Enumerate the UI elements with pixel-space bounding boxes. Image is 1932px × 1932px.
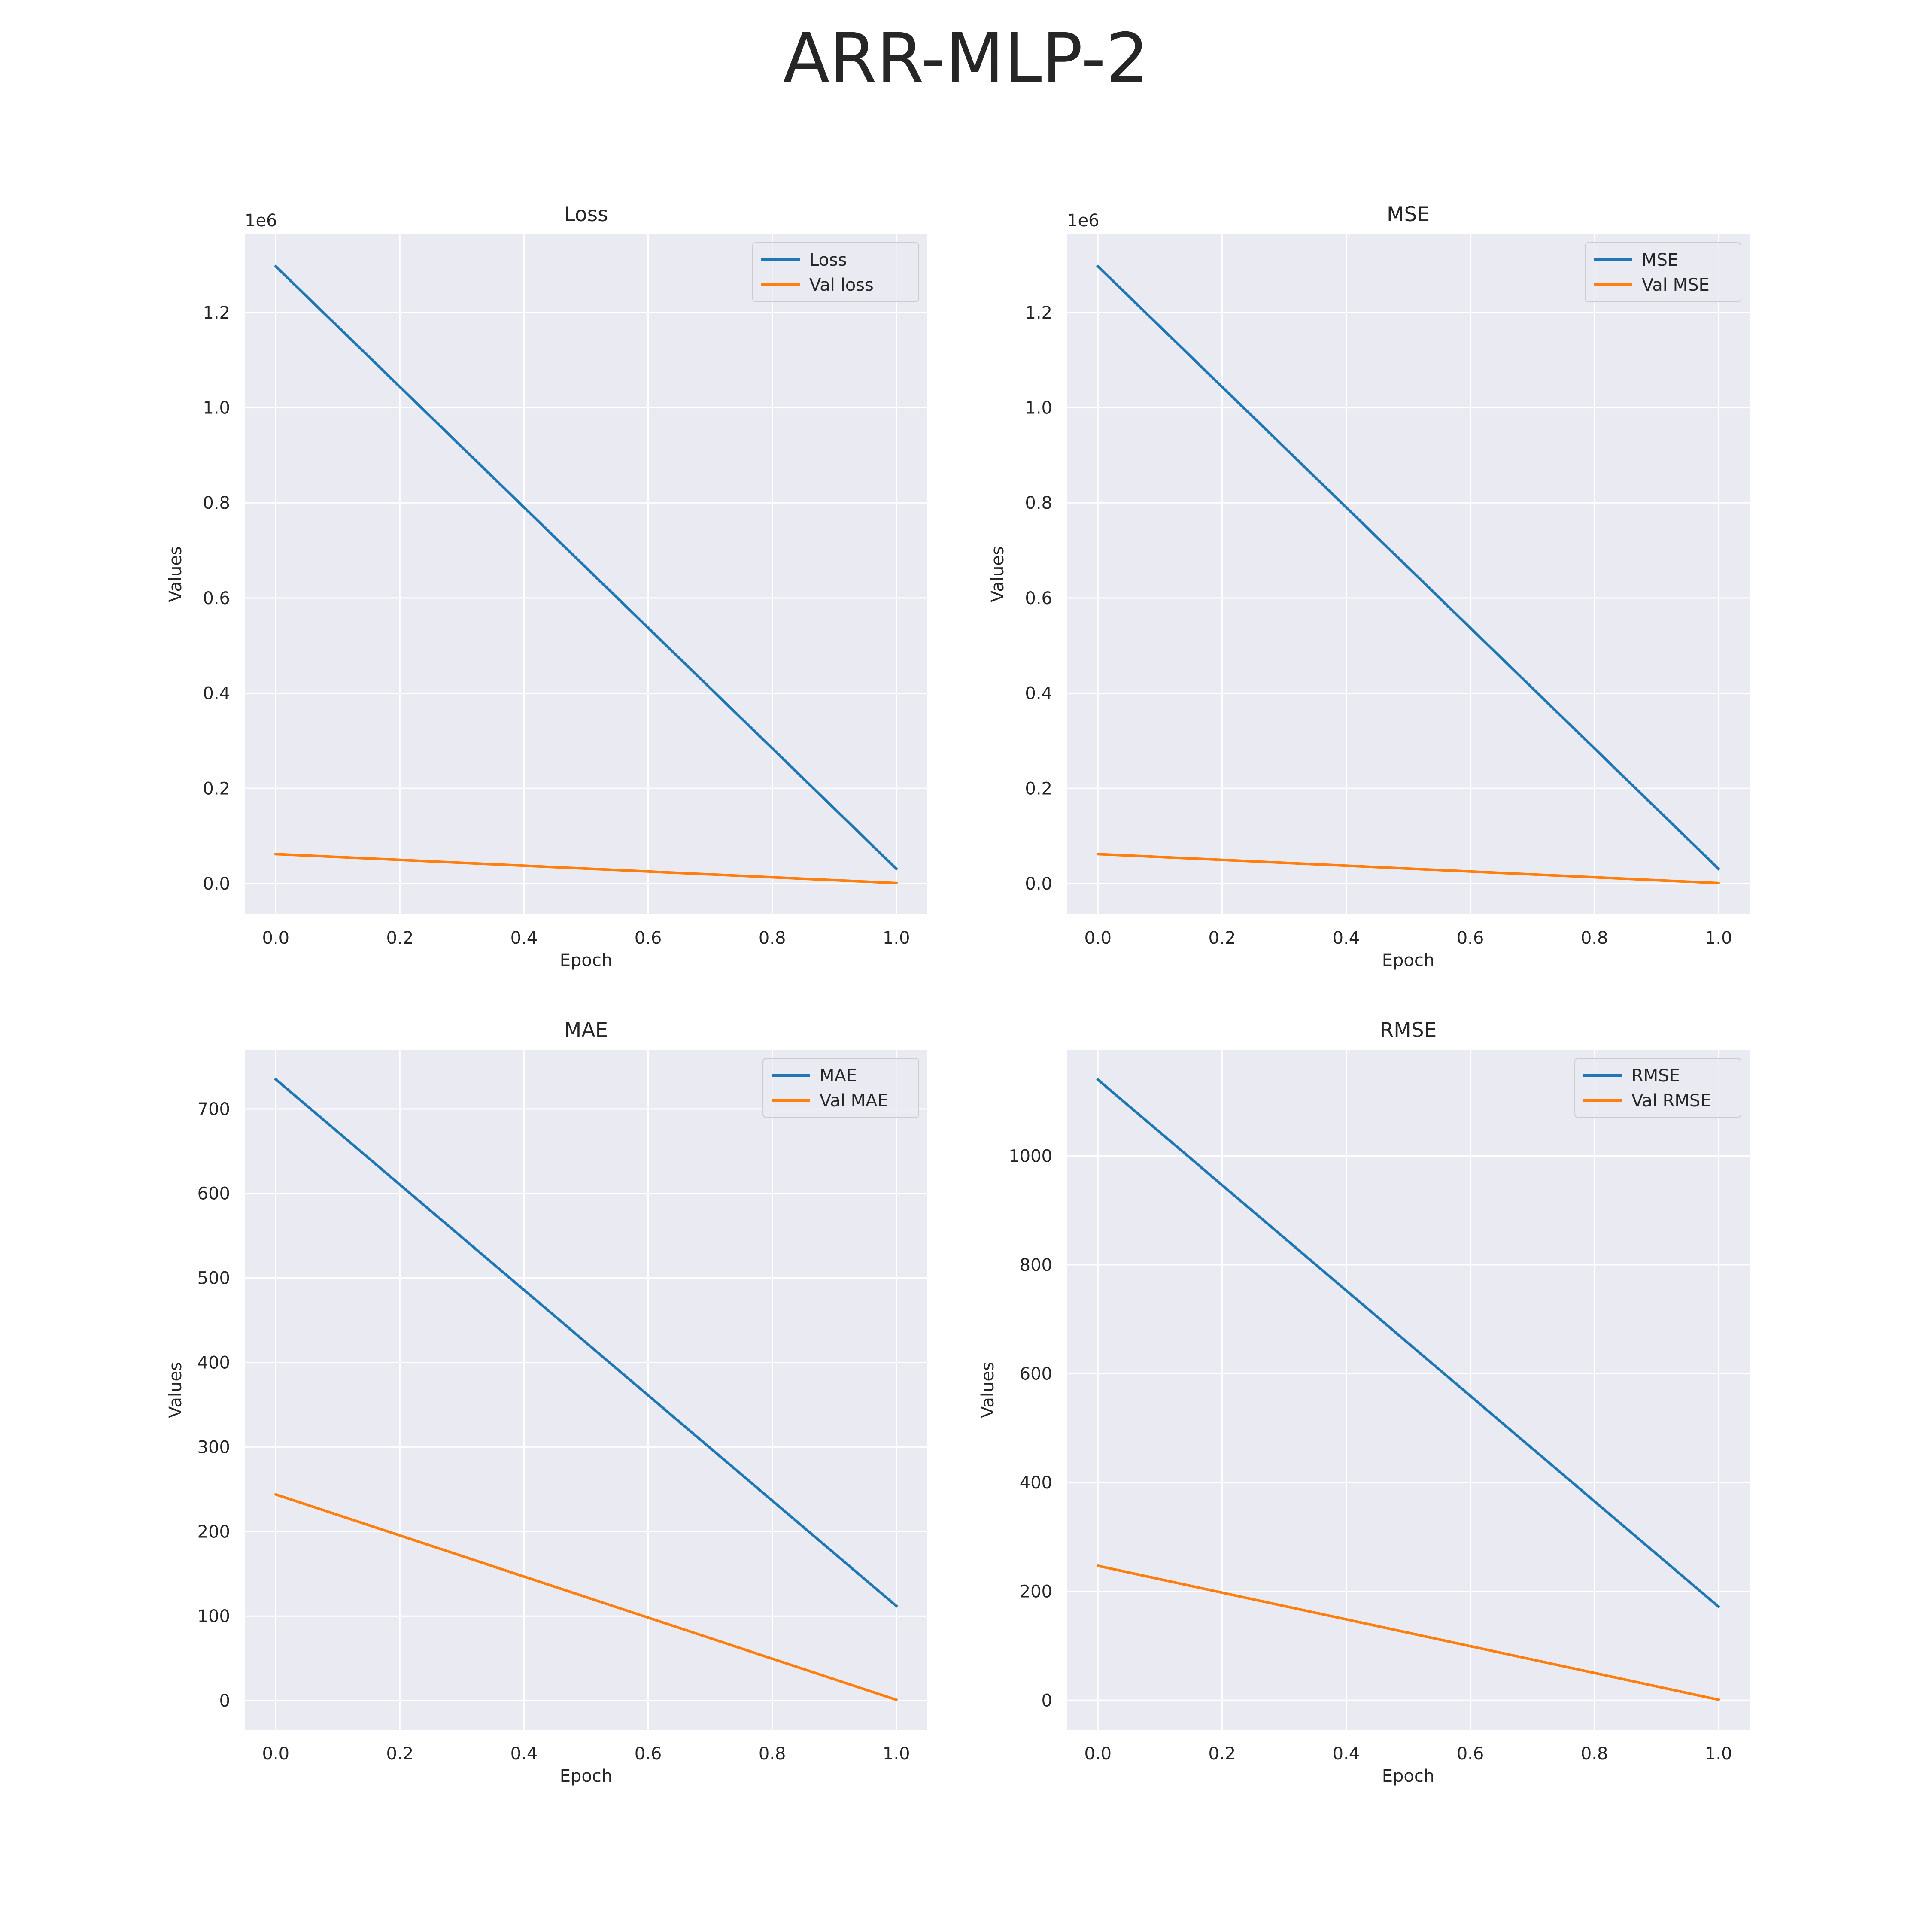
x-tick-label: 0.0 [1084,1744,1112,1764]
y-tick-label: 0 [1042,1691,1052,1710]
y-offset-text: 1e6 [1067,211,1100,231]
subplot-title: Loss [564,203,608,226]
subplot-title: RMSE [1380,1018,1437,1042]
y-axis-label: Values [988,546,1008,602]
x-tick-label: 1.0 [1705,928,1732,948]
chart-panel-mse: 0.0 0.2 0.4 0.6 0.8 1.0 0.0 0.2 0.4 0.6 0.8 1.0 1.2 1… [988,203,1750,970]
legend-entry: Val MSE [1642,275,1710,295]
series-line-mse [1096,264,1720,871]
y-tick-label: 0.2 [1025,779,1052,799]
x-tick-label: 1.0 [1705,1744,1732,1764]
y-tick-label: 0.2 [203,779,230,799]
plot-area [245,1050,927,1730]
x-tick-label: 0.8 [759,928,786,948]
y-tick-label: 400 [1020,1473,1052,1493]
series-line-val-loss [274,853,898,884]
x-tick-label: 0.6 [635,928,662,948]
x-tick-label: 1.0 [883,1744,910,1764]
x-tick-label: 0.4 [510,1744,538,1764]
legend-entry: Val MAE [820,1091,888,1111]
chart-panel-rmse: 0.0 0.2 0.4 0.6 0.8 1.0 0 200 400 600 800 1000 RMSE E… [978,1018,1750,1786]
series-line-rmse [1096,1078,1720,1609]
x-tick-label: 0.8 [1581,928,1608,948]
y-tick-label: 100 [197,1607,230,1626]
y-axis-label: Values [166,546,185,602]
legend-entry: MAE [820,1066,857,1086]
y-tick-label: 0.8 [203,493,230,513]
x-tick-label: 0.8 [759,1744,786,1764]
y-tick-label: 1.2 [203,303,230,323]
y-tick-label: 600 [197,1184,230,1204]
chart-panel-mae: 0.0 0.2 0.4 0.6 0.8 1.0 0 100 200 300 400 500 600 700… [166,1018,927,1786]
x-axis-label: Epoch [560,1766,612,1786]
chart-panel-loss: 0.0 0.2 0.4 0.6 0.8 1.0 0.0 0.2 0.4 0.6 0.8 1.0 1.2 1… [166,203,927,970]
x-tick-label: 1.0 [883,928,910,948]
y-axis-label: Values [166,1362,185,1418]
y-offset-text: 1e6 [245,211,277,231]
x-axis-label: Epoch [560,951,612,970]
x-tick-label: 0.0 [262,1744,289,1764]
series-line-val-mae [274,1492,898,1701]
x-tick-label: 0.0 [262,928,289,948]
legend-box [1574,1058,1741,1118]
legend-entry: Val RMSE [1631,1091,1711,1111]
y-tick-label: 1.0 [203,398,230,418]
x-tick-label: 0.0 [1084,928,1112,948]
x-tick-label: 0.6 [1457,928,1484,948]
legend: MSE Val MSE [1585,242,1741,302]
x-axis-label: Epoch [1382,1766,1434,1786]
legend-entry: RMSE [1631,1066,1680,1086]
y-tick-label: 200 [197,1522,230,1542]
x-tick-label: 0.2 [1209,1744,1236,1764]
legend: MAE Val MAE [762,1058,919,1118]
legend-entry: MSE [1642,250,1678,270]
x-tick-label: 0.6 [1457,1744,1484,1764]
subplot-title: MAE [564,1018,608,1042]
y-tick-label: 0.4 [1025,684,1052,704]
y-tick-label: 200 [1020,1582,1052,1602]
y-tick-label: 300 [197,1437,230,1457]
series-line-mae [274,1077,898,1608]
legend-entry: Loss [809,250,847,270]
y-tick-label: 0.6 [1025,589,1052,608]
y-tick-label: 1000 [1009,1146,1052,1166]
x-tick-label: 0.4 [1333,928,1360,948]
y-tick-label: 700 [197,1100,230,1119]
y-tick-label: 0.6 [203,589,230,608]
y-tick-label: 600 [1020,1364,1052,1384]
x-tick-label: 0.2 [386,928,414,948]
y-tick-label: 0.0 [203,874,230,894]
series-line-val-rmse [1096,1564,1720,1701]
plot-area [1067,1050,1750,1730]
legend-box [752,242,919,302]
y-tick-label: 1.0 [1025,398,1052,418]
figure-title: ARR-MLP-2 [783,19,1149,98]
y-tick-label: 0.4 [203,684,230,704]
y-tick-label: 0.0 [1025,874,1052,894]
y-tick-label: 0 [219,1691,230,1711]
y-tick-label: 1.2 [1025,303,1052,323]
x-axis-label: Epoch [1382,951,1434,970]
x-tick-label: 0.4 [510,928,538,948]
y-tick-label: 800 [1020,1255,1052,1275]
y-tick-label: 500 [197,1269,230,1288]
legend-box [762,1058,919,1118]
y-axis-label: Values [978,1362,998,1418]
legend-box [1585,242,1741,302]
legend: Loss Val loss [752,242,919,302]
y-tick-label: 400 [197,1353,230,1373]
x-tick-label: 0.4 [1333,1744,1360,1764]
legend: RMSE Val RMSE [1574,1058,1741,1118]
subplot-title: MSE [1387,203,1430,226]
x-tick-label: 0.2 [1209,928,1236,948]
x-tick-label: 0.8 [1581,1744,1608,1764]
legend-entry: Val loss [809,275,874,295]
x-tick-label: 0.2 [386,1744,414,1764]
series-line-loss [274,264,898,871]
series-line-val-mse [1097,853,1720,884]
y-tick-label: 0.8 [1025,493,1052,513]
x-tick-label: 0.6 [635,1744,662,1764]
